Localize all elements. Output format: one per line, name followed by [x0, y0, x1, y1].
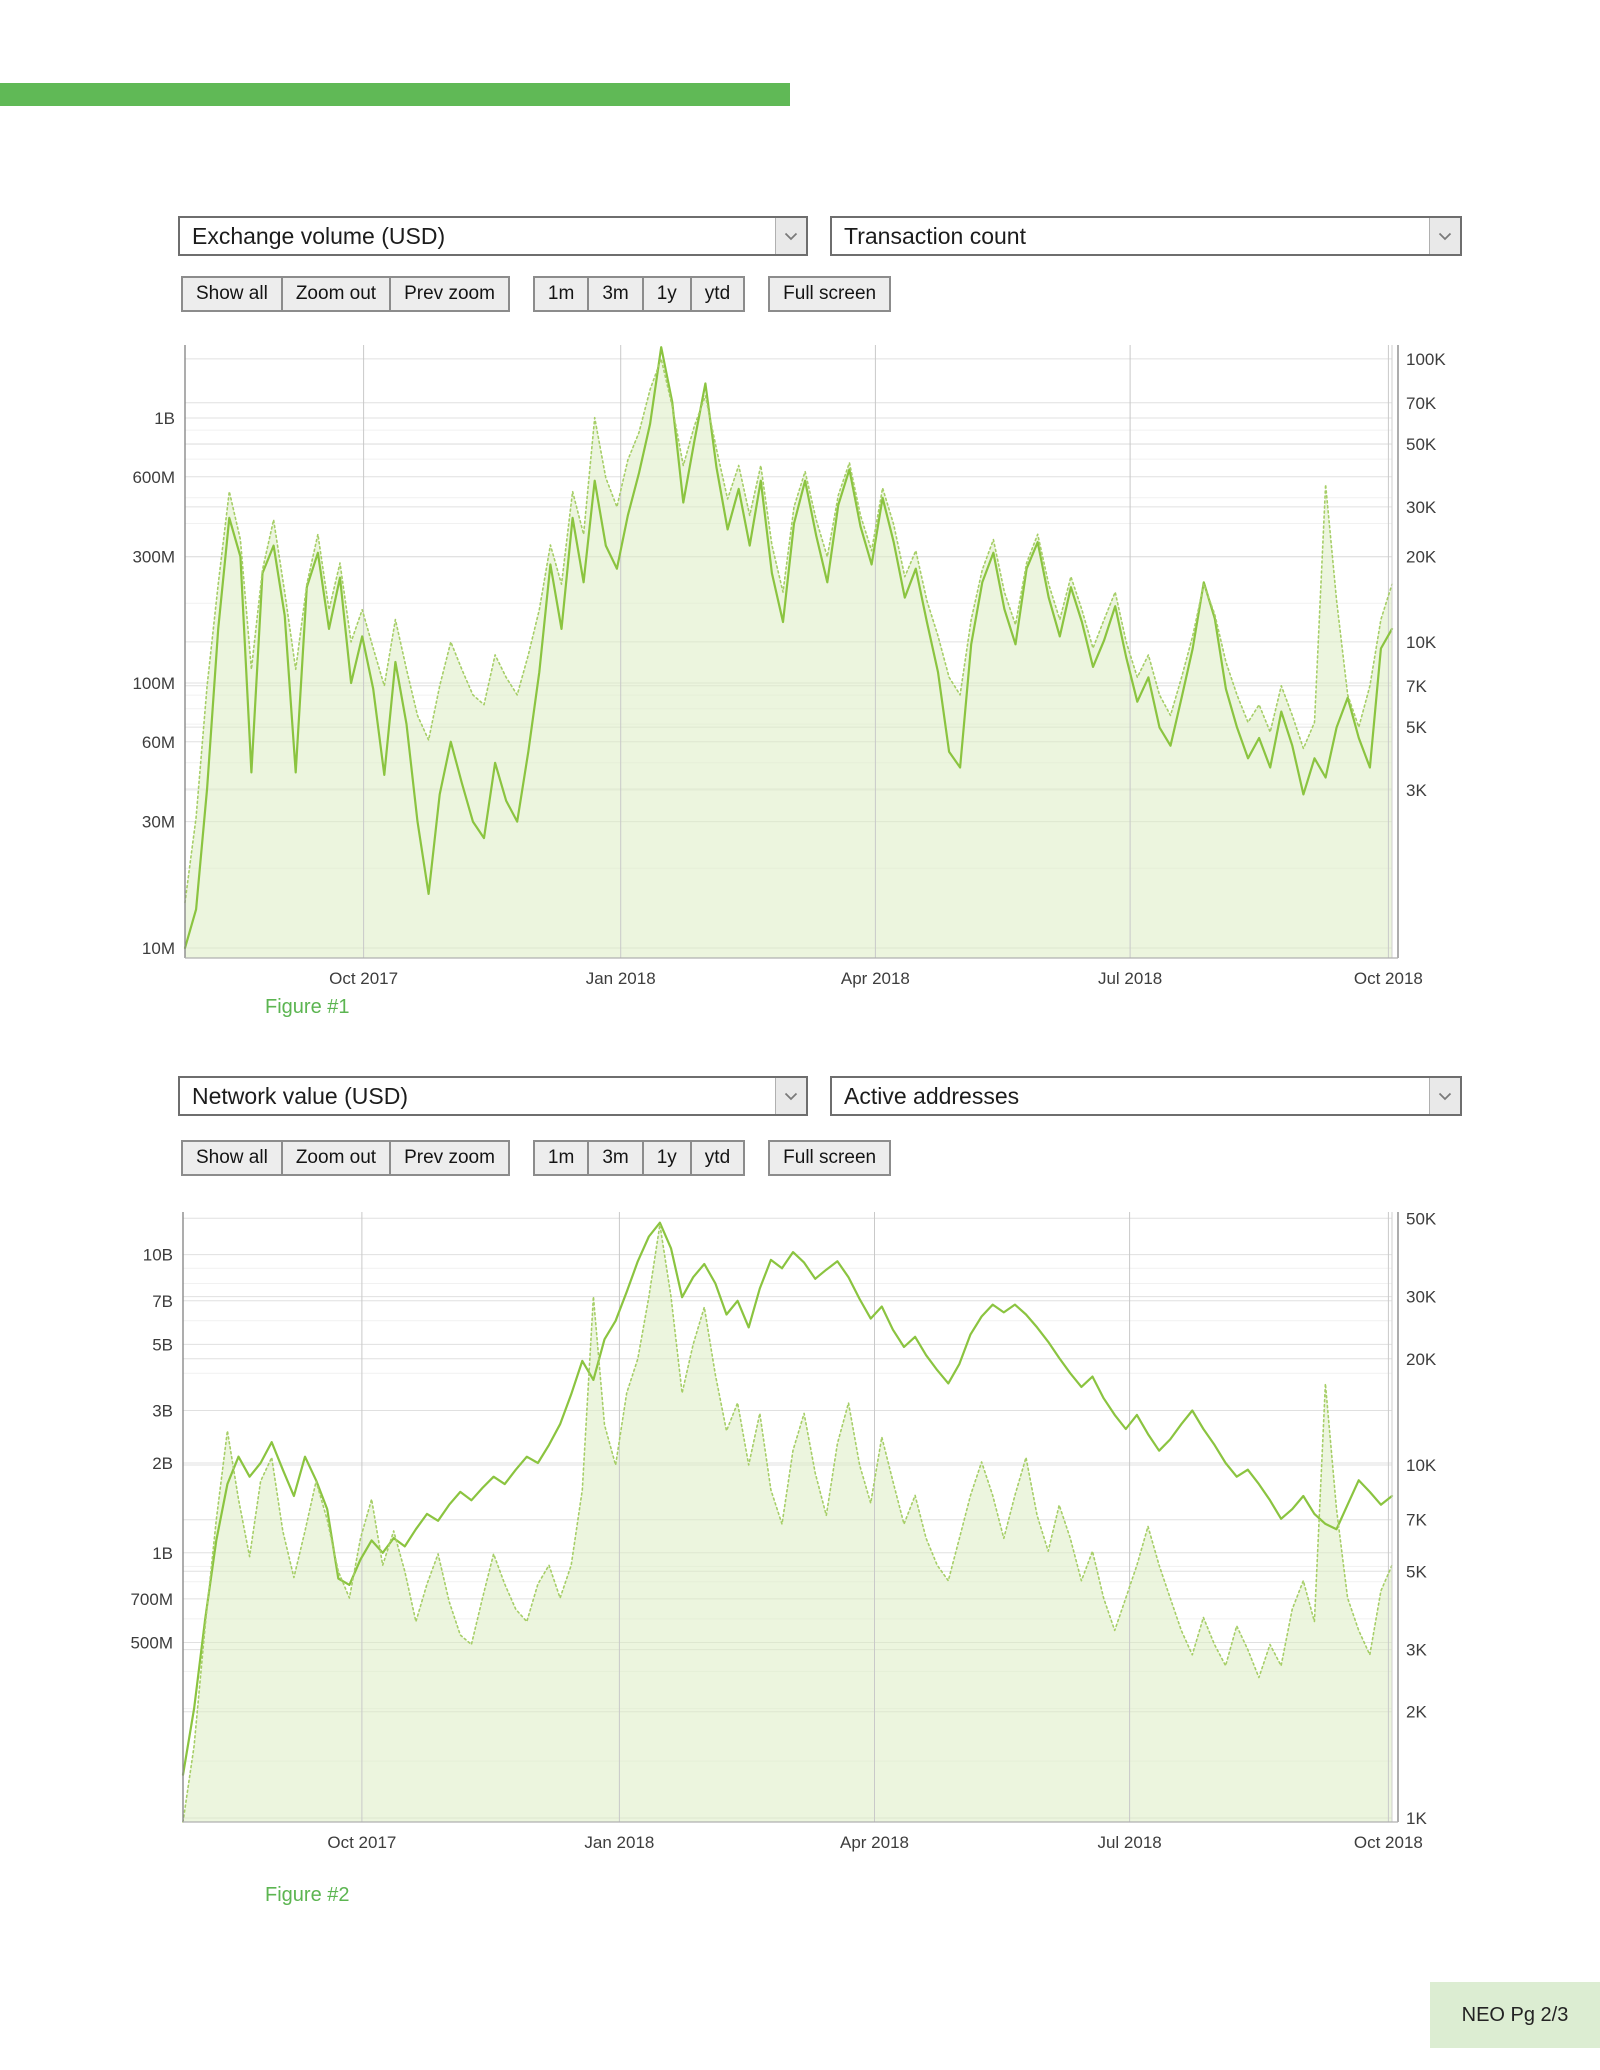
- y-axis-right-tick-label: 20K: [1406, 1350, 1437, 1369]
- y-axis-left-tick-label: 10B: [143, 1246, 173, 1265]
- area-fill-transaction-count: [185, 358, 1392, 958]
- y-axis-right-tick-label: 3K: [1406, 1641, 1427, 1660]
- toolbar-button-ytd[interactable]: ytd: [689, 276, 746, 312]
- figure1-left-metric-value: Exchange volume (USD): [192, 222, 446, 249]
- y-axis-left-tick-label: 1B: [154, 409, 175, 428]
- y-axis-right-tick-label: 30K: [1406, 1288, 1437, 1307]
- y-axis-right-tick-label: 5K: [1406, 1562, 1427, 1581]
- series-line-exchange-volume-usd: [183, 346, 1394, 950]
- x-axis-tick-label: Jul 2018: [1097, 1833, 1161, 1852]
- y-axis-right-tick-label: 50K: [1406, 1209, 1437, 1228]
- y-axis-right-tick-label: 1K: [1406, 1809, 1427, 1828]
- toolbar-button-group: Full screen: [768, 1140, 892, 1176]
- figure1-caption: Figure #1: [265, 996, 350, 1018]
- figure1-right-metric-value: Transaction count: [844, 222, 1026, 249]
- y-axis-left-tick-label: 500M: [130, 1634, 173, 1653]
- figure2-toolbar: Show all Zoom out Prev zoom 1m 3m 1y ytd Full s…: [181, 1140, 892, 1176]
- figure2-right-metric-value: Active addresses: [844, 1082, 1020, 1109]
- figure2-caption: Figure #2: [265, 1884, 350, 1906]
- y-axis-left-tick-label: 300M: [132, 548, 175, 567]
- toolbar-button-1y[interactable]: 1y: [641, 276, 692, 312]
- toolbar-button-group: 1m 3m 1y ytd: [532, 1140, 746, 1176]
- figure2-left-metric-value: Network value (USD): [192, 1082, 408, 1109]
- x-axis-tick-label: Jul 2018: [1098, 969, 1162, 988]
- toolbar-button-1m[interactable]: 1m: [532, 1140, 590, 1176]
- y-axis-left-tick-label: 2B: [152, 1454, 173, 1473]
- figure1-chart[interactable]: 10M 30M 60M 100M 300M 600M 1B 3K 5K 7K 10K 20K 30K 50…: [0, 330, 1600, 1010]
- series-line-transaction-count: [184, 358, 1393, 904]
- y-axis-left-tick-label: 600M: [132, 468, 175, 487]
- y-axis-right-tick-label: 2K: [1406, 1703, 1427, 1722]
- x-axis-tick-label: Oct 2017: [327, 1833, 396, 1852]
- toolbar-button-1m[interactable]: 1m: [532, 276, 590, 312]
- toolbar-button-group: 1m 3m 1y ytd: [532, 276, 746, 312]
- page-footer-badge: NEO Pg 2/3: [1430, 1982, 1600, 2048]
- x-axis-tick-label: Apr 2018: [840, 1833, 909, 1852]
- toolbar-button-prev-zoom[interactable]: Prev zoom: [389, 276, 510, 312]
- y-axis-right-tick-label: 10K: [1406, 1456, 1437, 1475]
- y-axis-right-tick-label: 7K: [1406, 1511, 1427, 1530]
- toolbar-button-1y[interactable]: 1y: [641, 1140, 692, 1176]
- y-axis-left-tick-label: 1B: [152, 1544, 173, 1563]
- toolbar-button-group: Show all Zoom out Prev zoom: [181, 1140, 510, 1176]
- y-axis-left-tick-label: 5B: [152, 1335, 173, 1354]
- y-axis-right-tick-label: 30K: [1406, 498, 1437, 517]
- toolbar-button-full-screen[interactable]: Full screen: [768, 1140, 892, 1176]
- toolbar-button-3m[interactable]: 3m: [587, 276, 644, 312]
- figure1-left-metric-dropdown[interactable]: Exchange volume (USD): [178, 216, 808, 256]
- toolbar-button-prev-zoom[interactable]: Prev zoom: [389, 1140, 510, 1176]
- y-axis-left-tick-label: 10M: [142, 939, 175, 958]
- y-axis-left-tick-label: 100M: [132, 674, 175, 693]
- y-axis-right-tick-label: 100K: [1406, 350, 1446, 369]
- figure1-toolbar: Show all Zoom out Prev zoom 1m 3m 1y ytd Full s…: [181, 276, 892, 312]
- toolbar-button-show-all[interactable]: Show all: [181, 1140, 283, 1176]
- y-axis-left-tick-label: 7B: [152, 1292, 173, 1311]
- y-axis-left-tick-label: 700M: [130, 1590, 173, 1609]
- chevron-down-icon[interactable]: [1429, 218, 1460, 254]
- toolbar-button-show-all[interactable]: Show all: [181, 276, 283, 312]
- figure1-right-metric-dropdown[interactable]: Transaction count: [830, 216, 1462, 256]
- y-axis-left-tick-label: 30M: [142, 813, 175, 832]
- y-axis-left-tick-label: 60M: [142, 733, 175, 752]
- toolbar-button-full-screen[interactable]: Full screen: [768, 276, 892, 312]
- toolbar-button-group: Full screen: [768, 276, 892, 312]
- series-line-active-addresses: [182, 1223, 1393, 1823]
- y-axis-right-tick-label: 7K: [1406, 677, 1427, 696]
- y-axis-right-tick-label: 50K: [1406, 435, 1437, 454]
- y-axis-right-tick-label: 70K: [1406, 394, 1437, 413]
- y-axis-right-tick-label: 10K: [1406, 633, 1437, 652]
- figure2-left-metric-dropdown[interactable]: Network value (USD): [178, 1076, 808, 1116]
- chevron-down-icon[interactable]: [1429, 1078, 1460, 1114]
- figure2-right-metric-dropdown[interactable]: Active addresses: [830, 1076, 1462, 1116]
- y-axis-right-tick-label: 5K: [1406, 718, 1427, 737]
- y-axis-right-tick-label: 3K: [1406, 781, 1427, 800]
- x-axis-tick-label: Jan 2018: [584, 1833, 654, 1852]
- x-axis-tick-label: Jan 2018: [586, 969, 656, 988]
- area-fill-active-addresses: [183, 1224, 1392, 1822]
- x-axis-tick-label: Apr 2018: [841, 969, 910, 988]
- chevron-down-icon[interactable]: [775, 218, 806, 254]
- x-axis-tick-label: Oct 2018: [1354, 969, 1423, 988]
- x-axis-tick-label: Oct 2018: [1354, 1833, 1423, 1852]
- x-axis-tick-label: Oct 2017: [329, 969, 398, 988]
- series-line-network-value-usd: [181, 1221, 1394, 1776]
- page-footer-label: NEO Pg 2/3: [1461, 2003, 1569, 2026]
- toolbar-button-group: Show all Zoom out Prev zoom: [181, 276, 510, 312]
- header-accent-bar: [0, 83, 790, 106]
- figure2-chart[interactable]: 500M 700M 1B 2B 3B 5B 7B 10B 1K 2K 3K 5K 7K 10K 20K 30K…: [0, 1195, 1600, 1875]
- y-axis-left-tick-label: 3B: [152, 1402, 173, 1421]
- toolbar-button-3m[interactable]: 3m: [587, 1140, 644, 1176]
- chevron-down-icon[interactable]: [775, 1078, 806, 1114]
- toolbar-button-zoom-out[interactable]: Zoom out: [280, 276, 392, 312]
- toolbar-button-zoom-out[interactable]: Zoom out: [280, 1140, 392, 1176]
- toolbar-button-ytd[interactable]: ytd: [689, 1140, 746, 1176]
- y-axis-right-tick-label: 20K: [1406, 548, 1437, 567]
